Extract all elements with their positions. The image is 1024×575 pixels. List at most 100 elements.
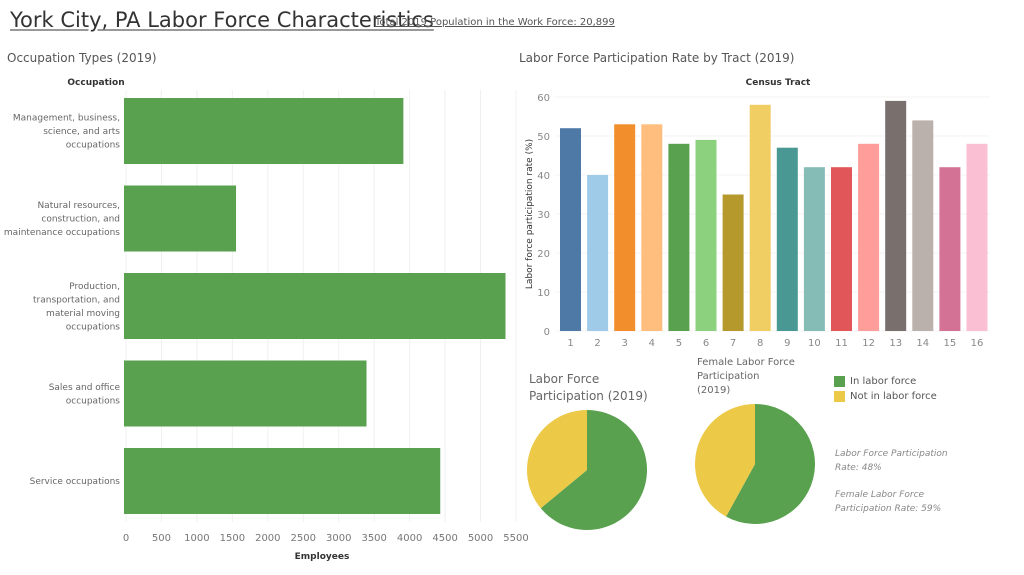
legend-item-not-in-labor-force[interactable]: Not in labor force — [834, 391, 937, 402]
tract-bar — [776, 147, 798, 331]
tract-bar — [614, 124, 636, 331]
x-tick-label: 1500 — [220, 533, 245, 544]
x-tick-label: 1000 — [184, 533, 209, 544]
pie-title: Participation — [697, 371, 759, 382]
note-line: Female Labor Force — [835, 490, 925, 500]
category-label: occupations — [66, 322, 121, 332]
category-label: Natural resources, — [37, 201, 120, 211]
tract-bar — [695, 139, 717, 331]
x-tick-label: 500 — [152, 533, 171, 544]
category-label: Service occupations — [30, 477, 121, 487]
category-label: science, and arts — [43, 127, 120, 137]
x-tick-label: 12 — [862, 338, 875, 349]
category-label: occupations — [66, 141, 121, 151]
pie-title: Female Labor Force — [697, 357, 795, 368]
x-tick-label: 0 — [123, 533, 129, 544]
female-participation-rate-note: Female Labor Force Participation Rate: 59… — [835, 488, 965, 516]
participation-rate-note: Labor Force Participation Rate: 48% — [835, 447, 965, 475]
x-tick-label: 3500 — [361, 533, 386, 544]
y-tick-label: 30 — [537, 210, 550, 221]
tract-bar — [831, 167, 852, 331]
x-axis-title: Employees — [295, 552, 350, 562]
x-tick-label: 2500 — [291, 533, 316, 544]
occupation-bar — [124, 273, 506, 339]
tract-bar — [560, 128, 581, 331]
tract-bar — [939, 167, 961, 331]
pie-legend: In labor force Not in labor force — [834, 376, 937, 406]
y-tick-label: 10 — [537, 288, 550, 299]
x-tick-label: 4 — [649, 338, 655, 349]
x-tick-label: 10 — [808, 338, 821, 349]
x-axis-title: Census Tract — [746, 78, 811, 88]
legend-label: Not in labor force — [850, 391, 937, 402]
category-label: Production, — [69, 282, 120, 292]
tract-bar — [858, 143, 880, 331]
pie-slice — [726, 404, 815, 524]
occupation-bar — [124, 448, 441, 514]
x-tick-label: 13 — [889, 338, 902, 349]
x-tick-label: 4500 — [432, 533, 457, 544]
x-tick-label: 7 — [730, 338, 736, 349]
x-tick-label: 1 — [567, 338, 573, 349]
pie-slice — [526, 410, 587, 509]
tract-bar — [912, 120, 934, 332]
occupation-bar — [124, 185, 237, 252]
occupation-chart-title: Occupation Types (2019) — [7, 51, 157, 65]
note-line: Participation Rate: 59% — [835, 504, 942, 514]
tract-bar — [885, 100, 907, 332]
x-tick-label: 2 — [594, 338, 600, 349]
legend-swatch — [834, 391, 845, 402]
y-tick-label: 20 — [537, 249, 550, 260]
pie-slice — [540, 410, 647, 531]
tract-bar — [641, 124, 663, 331]
x-tick-label: 2000 — [255, 533, 280, 544]
x-tick-label: 5500 — [503, 533, 528, 544]
x-tick-label: 8 — [757, 338, 763, 349]
tract-chart-title: Labor Force Participation Rate by Tract … — [519, 51, 795, 65]
pie-title: Labor Force — [529, 372, 599, 386]
y-tick-label: 50 — [537, 132, 550, 143]
category-label: Sales and office — [49, 383, 121, 393]
tract-bar — [803, 167, 825, 331]
x-tick-label: 3000 — [326, 533, 351, 544]
tract-bar — [749, 104, 771, 331]
pie-slice — [694, 404, 755, 517]
tract-bar — [668, 143, 690, 331]
y-tick-label: 60 — [537, 93, 550, 104]
tract-bar — [966, 143, 988, 331]
legend-label: In labor force — [850, 376, 917, 387]
x-tick-label: 6 — [703, 338, 709, 349]
category-label: material moving — [46, 309, 120, 319]
category-label: construction, and — [41, 215, 120, 225]
x-tick-label: 3 — [622, 338, 628, 349]
pie-title: (2019) — [697, 385, 730, 396]
y-axis-title: Occupation — [67, 78, 124, 88]
dashboard-title: York City, PA Labor Force Characteristic… — [10, 8, 434, 32]
x-tick-label: 16 — [971, 338, 984, 349]
x-tick-label: 5000 — [468, 533, 493, 544]
x-tick-label: 14 — [916, 338, 929, 349]
occupation-bar — [124, 98, 404, 164]
x-tick-label: 5 — [676, 338, 682, 349]
category-label: occupations — [66, 396, 121, 406]
x-tick-label: 4000 — [397, 533, 422, 544]
x-tick-label: 9 — [784, 338, 790, 349]
y-tick-label: 0 — [544, 327, 550, 338]
x-tick-label: 11 — [835, 338, 848, 349]
y-axis-title: Labor force participation rate (%) — [525, 139, 535, 289]
pie-title: Participation (2019) — [529, 389, 648, 403]
tract-bar — [722, 194, 744, 331]
total-population-link[interactable]: Total 2019 Population in the Work Force:… — [375, 17, 615, 28]
legend-item-in-labor-force[interactable]: In labor force — [834, 376, 937, 387]
tract-bar — [587, 175, 609, 331]
legend-swatch — [834, 376, 845, 387]
y-tick-label: 40 — [537, 171, 550, 182]
note-line: Labor Force Participation — [835, 449, 948, 459]
category-label: Management, business, — [13, 114, 120, 124]
x-tick-label: 15 — [944, 338, 957, 349]
category-label: maintenance occupations — [4, 228, 120, 238]
occupation-bar — [124, 360, 367, 427]
note-line: Rate: 48% — [835, 463, 882, 473]
category-label: transportation, and — [33, 295, 120, 305]
